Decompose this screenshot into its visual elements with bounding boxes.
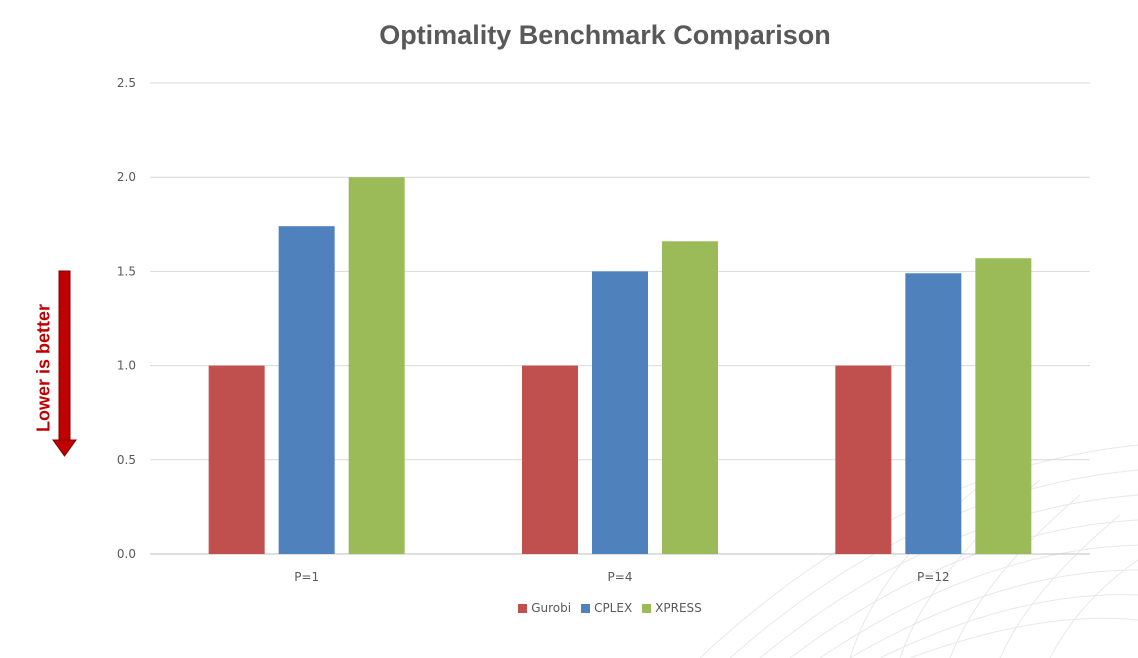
y-tick-label: 2.5 [117,76,136,90]
bar-cplex-p4 [592,271,648,554]
bar-gurobi-p12 [835,365,892,554]
x-category-label: P=1 [294,570,319,584]
legend-swatch [642,603,652,613]
bar-cplex-p1 [278,226,335,554]
bar-gurobi-p1 [208,365,265,554]
chart-title: Optimality Benchmark Comparison [379,20,831,50]
bar-xpress-p4 [662,241,718,555]
legend-item-cplex: CPLEX [581,601,632,615]
lower-is-better-annotation [30,268,90,458]
legend-label: Gurobi [531,601,572,615]
y-tick-label: 2.0 [117,170,136,184]
bar-cplex-p12 [905,273,962,554]
y-tick-label: 1.5 [117,264,136,278]
x-category-label: P=12 [917,570,950,584]
x-axis-categories: P=1 P=4 P=12 [294,570,949,584]
bar-xpress-p1 [348,177,405,554]
legend-item-xpress: XPRESS [642,601,702,615]
legend-label: CPLEX [594,601,633,615]
annotation-text: Lower is better [33,303,54,433]
down-arrow-icon [52,270,77,457]
y-axis-ticks: 0.0 0.5 1.0 1.5 2.0 2.5 [117,76,136,561]
y-tick-label: 1.0 [117,359,136,373]
bar-gurobi-p4 [522,365,578,554]
y-tick-label: 0.0 [117,547,136,561]
bar-xpress-p12 [975,258,1032,554]
y-tick-label: 0.5 [117,453,136,467]
bar-chart: 0.0 0.5 1.0 1.5 2.0 2.5 P=1 P=4 P=12 [117,76,1090,584]
bars [208,177,1032,555]
legend-swatch [518,603,528,613]
legend: Gurobi CPLEX XPRESS [0,601,1138,615]
x-category-label: P=4 [608,570,633,584]
legend-item-gurobi: Gurobi [518,601,571,615]
legend-label: XPRESS [655,601,702,615]
legend-swatch [581,603,591,613]
